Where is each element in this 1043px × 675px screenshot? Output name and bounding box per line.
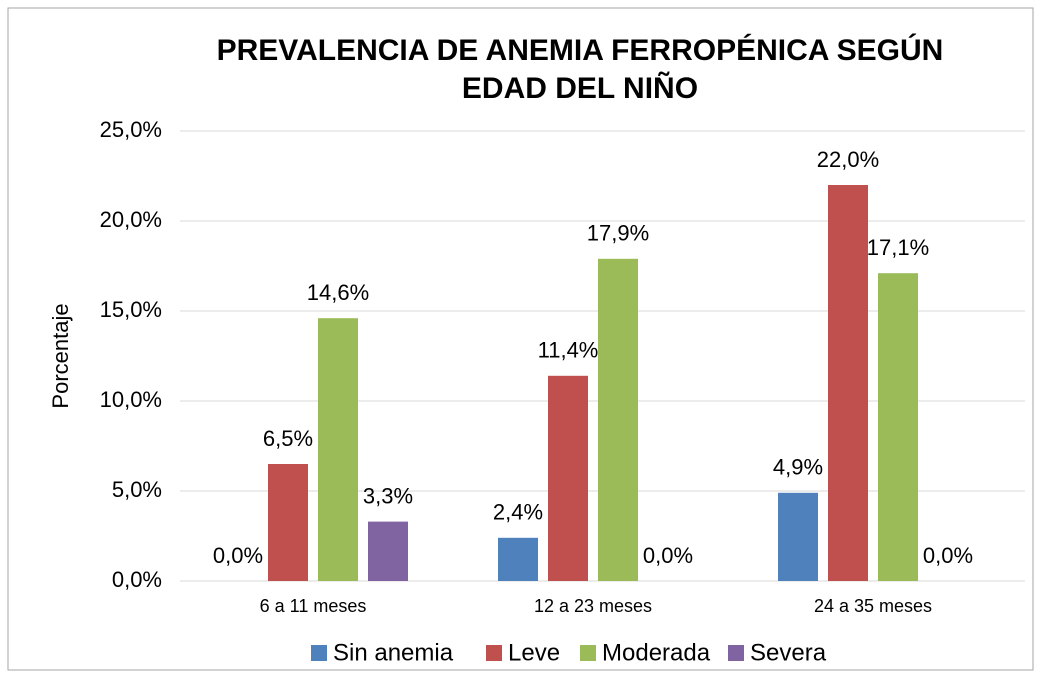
data-label: 14,6% <box>307 280 369 305</box>
legend-label: Leve <box>508 639 560 666</box>
y-axis-label: Porcentaje <box>48 303 73 408</box>
bar <box>318 318 358 581</box>
data-label: 0,0% <box>213 543 263 568</box>
legend-swatch <box>486 645 502 661</box>
data-label: 0,0% <box>923 543 973 568</box>
y-tick-label: 10,0% <box>100 387 162 412</box>
bar <box>828 185 868 581</box>
bar <box>878 273 918 581</box>
data-label: 22,0% <box>817 147 879 172</box>
chart-title: EDAD DEL NIÑO <box>462 71 698 105</box>
data-label: 3,3% <box>363 483 413 508</box>
legend-label: Sin anemia <box>333 639 454 666</box>
data-label: 6,5% <box>263 426 313 451</box>
bar <box>778 492 818 581</box>
data-label: 17,1% <box>867 235 929 260</box>
y-tick-label: 25,0% <box>100 117 162 142</box>
x-tick-label: 12 a 23 meses <box>534 596 652 616</box>
bar <box>368 521 408 581</box>
bar <box>268 464 308 581</box>
bar <box>598 258 638 581</box>
legend-swatch <box>580 645 596 661</box>
y-tick-label: 20,0% <box>100 207 162 232</box>
data-label: 4,9% <box>773 455 823 480</box>
bar <box>548 375 588 581</box>
data-label: 17,9% <box>587 221 649 246</box>
legend-swatch <box>728 645 744 661</box>
x-tick-label: 6 a 11 meses <box>260 596 367 616</box>
data-label: 0,0% <box>643 543 693 568</box>
data-label: 11,4% <box>538 338 599 363</box>
x-tick-label: 24 a 35 meses <box>814 596 932 616</box>
y-tick-label: 0,0% <box>112 567 162 592</box>
y-tick-label: 15,0% <box>100 297 162 322</box>
legend-swatch <box>311 645 327 661</box>
chart-title: PREVALENCIA DE ANEMIA FERROPÉNICA SEGÚN <box>217 33 944 67</box>
legend-label: Moderada <box>602 639 711 666</box>
legend-label: Severa <box>750 639 827 666</box>
y-tick-label: 5,0% <box>112 477 162 502</box>
bar <box>498 537 538 581</box>
data-label: 2,4% <box>493 500 543 525</box>
